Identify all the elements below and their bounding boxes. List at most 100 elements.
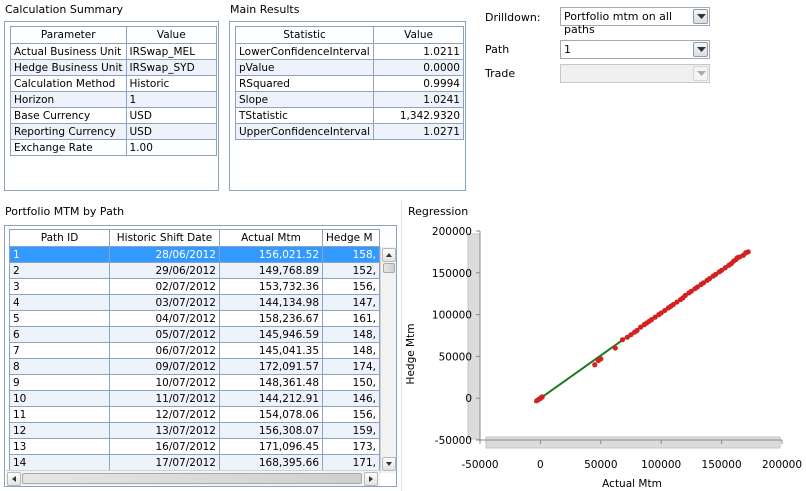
hedge-mtm-cell[interactable]: 158,	[322, 246, 380, 263]
path-id-cell[interactable]: 9	[9, 374, 110, 391]
historic-shift-date-cell[interactable]: 06/07/2012	[109, 342, 220, 359]
actual-mtm-cell[interactable]: 156,308.07	[219, 422, 323, 439]
main-results-row[interactable]: LowerConfidenceInterval 1.0211	[234, 43, 464, 60]
path-id-cell[interactable]: 10	[9, 390, 110, 407]
scroll-right-icon[interactable]	[364, 472, 378, 486]
horizontal-scrollbar[interactable]	[6, 470, 380, 486]
hedge-mtm-cell[interactable]: 171,	[322, 454, 380, 471]
value-cell[interactable]: 1.00	[125, 139, 217, 156]
hedge-mtm-cell[interactable]: 147,	[322, 294, 380, 311]
table-row[interactable]: 6 05/07/2012 145,946.59 148,	[9, 326, 380, 343]
historic-shift-date-cell[interactable]: 12/07/2012	[109, 406, 220, 423]
statistic-cell[interactable]: RSquared	[234, 75, 375, 92]
value-cell[interactable]: USD	[125, 123, 217, 140]
historic-shift-date-cell[interactable]: 09/07/2012	[109, 358, 220, 375]
value-cell[interactable]: IRSwap_MEL	[125, 43, 217, 60]
historic-shift-date-cell[interactable]: 11/07/2012	[109, 390, 220, 407]
scroll-left-icon[interactable]	[7, 472, 21, 486]
historic-shift-date-cell[interactable]: 02/07/2012	[109, 278, 220, 295]
table-row[interactable]: 2 29/06/2012 149,768.89 152,	[9, 262, 380, 279]
historic-shift-date-cell[interactable]: 13/07/2012	[109, 422, 220, 439]
chart-vertical-scrollbar[interactable]	[467, 233, 481, 440]
historic-shift-date-cell[interactable]: 05/07/2012	[109, 326, 220, 343]
actual-mtm-cell[interactable]: 145,946.59	[219, 326, 323, 343]
col-header-path-id[interactable]: Path ID	[9, 229, 110, 247]
historic-shift-date-cell[interactable]: 03/07/2012	[109, 294, 220, 311]
parameter-cell[interactable]: Exchange Rate	[10, 139, 127, 156]
chart-horizontal-scrollbar[interactable]	[485, 436, 781, 449]
calc-summary-row[interactable]: Horizon 1	[10, 91, 217, 108]
path-id-cell[interactable]: 14	[9, 454, 110, 471]
path-id-cell[interactable]: 7	[9, 342, 110, 359]
path-id-cell[interactable]: 6	[9, 326, 110, 343]
path-select[interactable]: 1	[560, 40, 710, 59]
main-results-row[interactable]: Slope 1.0241	[234, 91, 464, 108]
actual-mtm-cell[interactable]: 145,041.35	[219, 342, 323, 359]
table-row[interactable]: 13 16/07/2012 171,096.45 173,	[9, 438, 380, 455]
vertical-scroll-thumb[interactable]	[383, 263, 395, 273]
value-cell[interactable]: 0.0000	[373, 59, 464, 76]
actual-mtm-cell[interactable]: 172,091.57	[219, 358, 323, 375]
path-id-cell[interactable]: 11	[9, 406, 110, 423]
actual-mtm-cell[interactable]: 144,212.91	[219, 390, 323, 407]
parameter-cell[interactable]: Calculation Method	[10, 75, 127, 92]
actual-mtm-cell[interactable]: 148,361.48	[219, 374, 323, 391]
actual-mtm-cell[interactable]: 153,732.36	[219, 278, 323, 295]
actual-mtm-cell[interactable]: 168,395.66	[219, 454, 323, 471]
main-results-row[interactable]: TStatistic 1,342.9320	[234, 107, 464, 124]
parameter-cell[interactable]: Reporting Currency	[10, 123, 127, 140]
path-id-cell[interactable]: 2	[9, 262, 110, 279]
path-id-cell[interactable]: 1	[9, 246, 110, 263]
parameter-cell[interactable]: Horizon	[10, 91, 127, 108]
hedge-mtm-cell[interactable]: 173,	[322, 438, 380, 455]
col-header-historic-shift-date[interactable]: Historic Shift Date	[109, 229, 220, 247]
statistic-cell[interactable]: UpperConfidenceInterval	[234, 123, 375, 140]
table-row[interactable]: 11 12/07/2012 154,078.06 156,	[9, 406, 380, 423]
col-header-value[interactable]: Value	[125, 26, 217, 44]
path-id-cell[interactable]: 8	[9, 358, 110, 375]
col-header-actual-mtm[interactable]: Actual Mtm	[219, 229, 323, 247]
table-row[interactable]: 14 17/07/2012 168,395.66 171,	[9, 454, 380, 471]
statistic-cell[interactable]: pValue	[234, 59, 375, 76]
col-header-parameter[interactable]: Parameter	[10, 26, 127, 44]
hedge-mtm-cell[interactable]: 150,	[322, 374, 380, 391]
calc-summary-row[interactable]: Hedge Business Unit IRSwap_SYD	[10, 59, 217, 76]
table-row[interactable]: 5 04/07/2012 158,236.67 161,	[9, 310, 380, 327]
col-header-statistic[interactable]: Statistic	[234, 26, 375, 44]
actual-mtm-cell[interactable]: 156,021.52	[219, 246, 323, 263]
col-header-value[interactable]: Value	[373, 26, 464, 44]
value-cell[interactable]: 1.0211	[373, 43, 464, 60]
historic-shift-date-cell[interactable]: 28/06/2012	[109, 246, 220, 263]
hedge-mtm-cell[interactable]: 156,	[322, 406, 380, 423]
table-row[interactable]: 10 11/07/2012 144,212.91 146,	[9, 390, 380, 407]
value-cell[interactable]: Historic	[125, 75, 217, 92]
historic-shift-date-cell[interactable]: 04/07/2012	[109, 310, 220, 327]
statistic-cell[interactable]: LowerConfidenceInterval	[234, 43, 375, 60]
parameter-cell[interactable]: Base Currency	[10, 107, 127, 124]
hedge-mtm-cell[interactable]: 146,	[322, 390, 380, 407]
statistic-cell[interactable]: TStatistic	[234, 107, 375, 124]
actual-mtm-cell[interactable]: 158,236.67	[219, 310, 323, 327]
path-id-cell[interactable]: 5	[9, 310, 110, 327]
drilldown-select[interactable]: Portfolio mtm on all paths	[560, 7, 710, 36]
calc-summary-row[interactable]: Reporting Currency USD	[10, 123, 217, 140]
scroll-up-icon[interactable]	[382, 248, 396, 262]
table-row[interactable]: 1 28/06/2012 156,021.52 158,	[9, 246, 380, 263]
actual-mtm-cell[interactable]: 144,134.98	[219, 294, 323, 311]
value-cell[interactable]: 1,342.9320	[373, 107, 464, 124]
hedge-mtm-cell[interactable]: 148,	[322, 342, 380, 359]
table-row[interactable]: 7 06/07/2012 145,041.35 148,	[9, 342, 380, 359]
actual-mtm-cell[interactable]: 171,096.45	[219, 438, 323, 455]
hedge-mtm-cell[interactable]: 159,	[322, 422, 380, 439]
actual-mtm-cell[interactable]: 154,078.06	[219, 406, 323, 423]
statistic-cell[interactable]: Slope	[234, 91, 375, 108]
main-results-row[interactable]: UpperConfidenceInterval 1.0271	[234, 123, 464, 140]
main-results-row[interactable]: pValue 0.0000	[234, 59, 464, 76]
horizontal-scroll-thumb[interactable]	[22, 473, 362, 484]
table-row[interactable]: 3 02/07/2012 153,732.36 156,	[9, 278, 380, 295]
vertical-scrollbar[interactable]	[380, 247, 396, 473]
path-id-cell[interactable]: 3	[9, 278, 110, 295]
hedge-mtm-cell[interactable]: 174,	[322, 358, 380, 375]
trade-select[interactable]	[560, 64, 710, 83]
actual-mtm-cell[interactable]: 149,768.89	[219, 262, 323, 279]
